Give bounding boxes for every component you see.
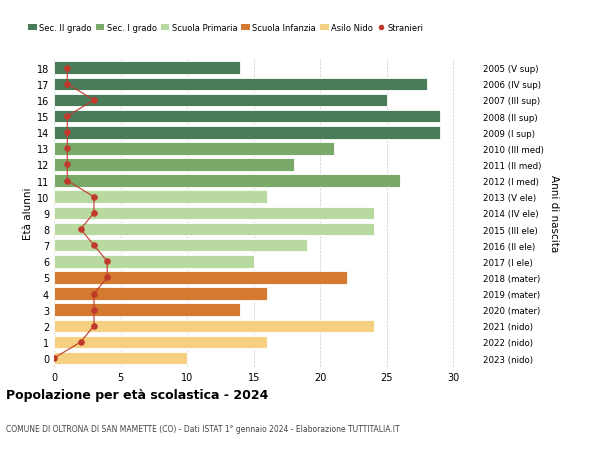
Point bbox=[76, 226, 85, 233]
Point bbox=[62, 129, 72, 137]
Point bbox=[62, 162, 72, 169]
Point bbox=[89, 210, 99, 217]
Bar bbox=[54, 272, 347, 284]
Bar bbox=[54, 111, 440, 123]
Text: COMUNE DI OLTRONA DI SAN MAMETTE (CO) - Dati ISTAT 1° gennaio 2024 - Elaborazion: COMUNE DI OLTRONA DI SAN MAMETTE (CO) - … bbox=[6, 425, 400, 434]
Y-axis label: Anni di nascita: Anni di nascita bbox=[549, 175, 559, 252]
Point bbox=[62, 146, 72, 153]
Point bbox=[62, 113, 72, 121]
Bar bbox=[54, 336, 267, 348]
Bar bbox=[54, 159, 293, 171]
Point bbox=[89, 323, 99, 330]
Point bbox=[103, 258, 112, 265]
Point bbox=[89, 306, 99, 313]
Bar bbox=[54, 62, 241, 75]
Bar bbox=[54, 256, 254, 268]
Bar bbox=[54, 304, 241, 316]
Point bbox=[62, 178, 72, 185]
Point bbox=[89, 194, 99, 201]
Bar bbox=[54, 175, 400, 188]
Text: Popolazione per età scolastica - 2024: Popolazione per età scolastica - 2024 bbox=[6, 388, 268, 401]
Bar bbox=[54, 352, 187, 364]
Point bbox=[89, 97, 99, 104]
Bar bbox=[54, 223, 373, 236]
Point bbox=[62, 65, 72, 72]
Point bbox=[76, 339, 85, 346]
Bar bbox=[54, 127, 440, 139]
Point bbox=[49, 355, 59, 362]
Point bbox=[103, 274, 112, 281]
Bar bbox=[54, 78, 427, 91]
Bar bbox=[54, 143, 334, 155]
Legend: Sec. II grado, Sec. I grado, Scuola Primaria, Scuola Infanzia, Asilo Nido, Stran: Sec. II grado, Sec. I grado, Scuola Prim… bbox=[28, 24, 424, 33]
Point bbox=[89, 242, 99, 249]
Y-axis label: Età alunni: Età alunni bbox=[23, 187, 32, 240]
Bar bbox=[54, 288, 267, 300]
Bar bbox=[54, 95, 387, 107]
Bar bbox=[54, 191, 267, 204]
Point bbox=[62, 81, 72, 88]
Point bbox=[89, 290, 99, 297]
Bar bbox=[54, 320, 373, 332]
Bar bbox=[54, 239, 307, 252]
Bar bbox=[54, 207, 373, 220]
